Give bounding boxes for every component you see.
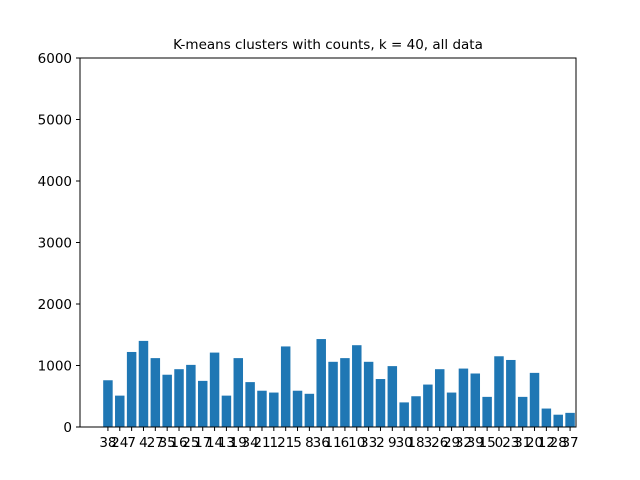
y-tick-label: 4000 xyxy=(38,174,72,190)
x-tick-label: 2 xyxy=(376,435,385,451)
x-tick-label: 28 xyxy=(550,435,567,451)
y-tick-label: 5000 xyxy=(38,113,72,129)
bar-1 xyxy=(115,395,125,427)
plot-frame xyxy=(79,57,577,428)
x-tick-label: 26 xyxy=(431,435,448,451)
bar-4 xyxy=(150,358,161,427)
x-tick-label: 20 xyxy=(526,435,543,451)
bar-19 xyxy=(328,361,338,427)
bar-9 xyxy=(209,352,220,427)
bar-2 xyxy=(126,351,137,427)
x-tick-label: 23 xyxy=(502,435,519,451)
x-tick-label: 21 xyxy=(277,435,294,451)
x-tick-label: 11 xyxy=(324,435,341,451)
bar-24 xyxy=(387,366,398,427)
bar-21 xyxy=(352,345,362,427)
bar-34 xyxy=(506,359,516,427)
bar-3 xyxy=(138,340,149,427)
bar-32 xyxy=(482,396,492,427)
y-tick-label: 2000 xyxy=(38,297,72,313)
x-tick-label: 4 xyxy=(139,435,148,451)
bar-20 xyxy=(340,358,350,427)
bar-13 xyxy=(257,390,267,427)
bar-30 xyxy=(458,368,469,427)
bar-27 xyxy=(423,384,433,427)
bar-38 xyxy=(553,414,563,427)
chart-title: K-means clusters with counts, k = 40, al… xyxy=(173,37,483,53)
x-tick-label: 12 xyxy=(538,435,555,451)
bar-36 xyxy=(529,372,540,427)
bar-31 xyxy=(470,373,481,427)
x-tick-label: 34 xyxy=(242,435,259,451)
x-tick-label: 14 xyxy=(206,435,223,451)
x-tick-label: 37 xyxy=(561,435,578,451)
bar-11 xyxy=(233,358,244,427)
x-tick-label: 27 xyxy=(147,435,164,451)
bar-6 xyxy=(174,369,184,427)
x-tick-label: 29 xyxy=(443,435,460,451)
bar-35 xyxy=(517,396,528,427)
x-tick-label: 18 xyxy=(407,435,424,451)
x-tick-label: 35 xyxy=(159,435,176,451)
x-tick-label: 31 xyxy=(514,435,531,451)
bar-0 xyxy=(103,380,113,427)
bar-22 xyxy=(363,361,374,427)
x-tick-label: 21 xyxy=(253,435,270,451)
x-tick-label: 5 xyxy=(293,435,302,451)
bar-26 xyxy=(411,396,421,427)
bar-7 xyxy=(186,364,196,427)
x-tick-label: 33 xyxy=(360,435,377,451)
bar-28 xyxy=(434,369,445,427)
y-tick-label: 3000 xyxy=(38,236,72,252)
bar-39 xyxy=(565,412,575,427)
y-axis: 0 1000 2000 3000 4000 5000 6000 xyxy=(38,51,80,436)
bar-37 xyxy=(541,408,552,427)
x-tick-label: 17 xyxy=(194,435,211,451)
x-tick-label: 15 xyxy=(479,435,496,451)
x-tick-label: 1 xyxy=(270,435,279,451)
x-tick-label: 25 xyxy=(182,435,199,451)
bar-25 xyxy=(399,402,409,427)
bar-12 xyxy=(245,382,255,427)
x-tick-label: 30 xyxy=(396,435,413,451)
bar-29 xyxy=(446,392,457,427)
bar-16 xyxy=(292,390,303,427)
y-tick-label: 6000 xyxy=(38,51,72,67)
x-tick-label: 0 xyxy=(495,435,504,451)
bars-group xyxy=(103,339,575,428)
y-tick-label: 1000 xyxy=(38,359,72,375)
bar-5 xyxy=(162,374,172,427)
bar-17 xyxy=(304,393,315,427)
x-tick-label: 8 xyxy=(305,435,314,451)
bar-23 xyxy=(375,379,386,427)
x-tick-label: 10 xyxy=(348,435,365,451)
x-tick-label: 7 xyxy=(127,435,136,451)
x-tick-label: 32 xyxy=(455,435,472,451)
x-tick-label: 16 xyxy=(170,435,187,451)
x-tick-label: 6 xyxy=(341,435,350,451)
x-tick-label: 13 xyxy=(218,435,235,451)
x-tick-label: 3 xyxy=(424,435,433,451)
x-tick-label: 38 xyxy=(99,435,116,451)
y-tick-label: 0 xyxy=(63,420,72,436)
bar-10 xyxy=(221,395,232,427)
bar-18 xyxy=(316,339,326,427)
x-tick-label: 24 xyxy=(111,435,128,451)
x-tick-label: 39 xyxy=(467,435,484,451)
bar-15 xyxy=(280,346,291,427)
bar-8 xyxy=(197,380,208,428)
x-tick-label: 9 xyxy=(388,435,397,451)
x-tick-label: 19 xyxy=(230,435,247,451)
bar-14 xyxy=(269,392,279,427)
x-tick-label: 36 xyxy=(313,435,330,451)
bar-33 xyxy=(494,356,504,427)
